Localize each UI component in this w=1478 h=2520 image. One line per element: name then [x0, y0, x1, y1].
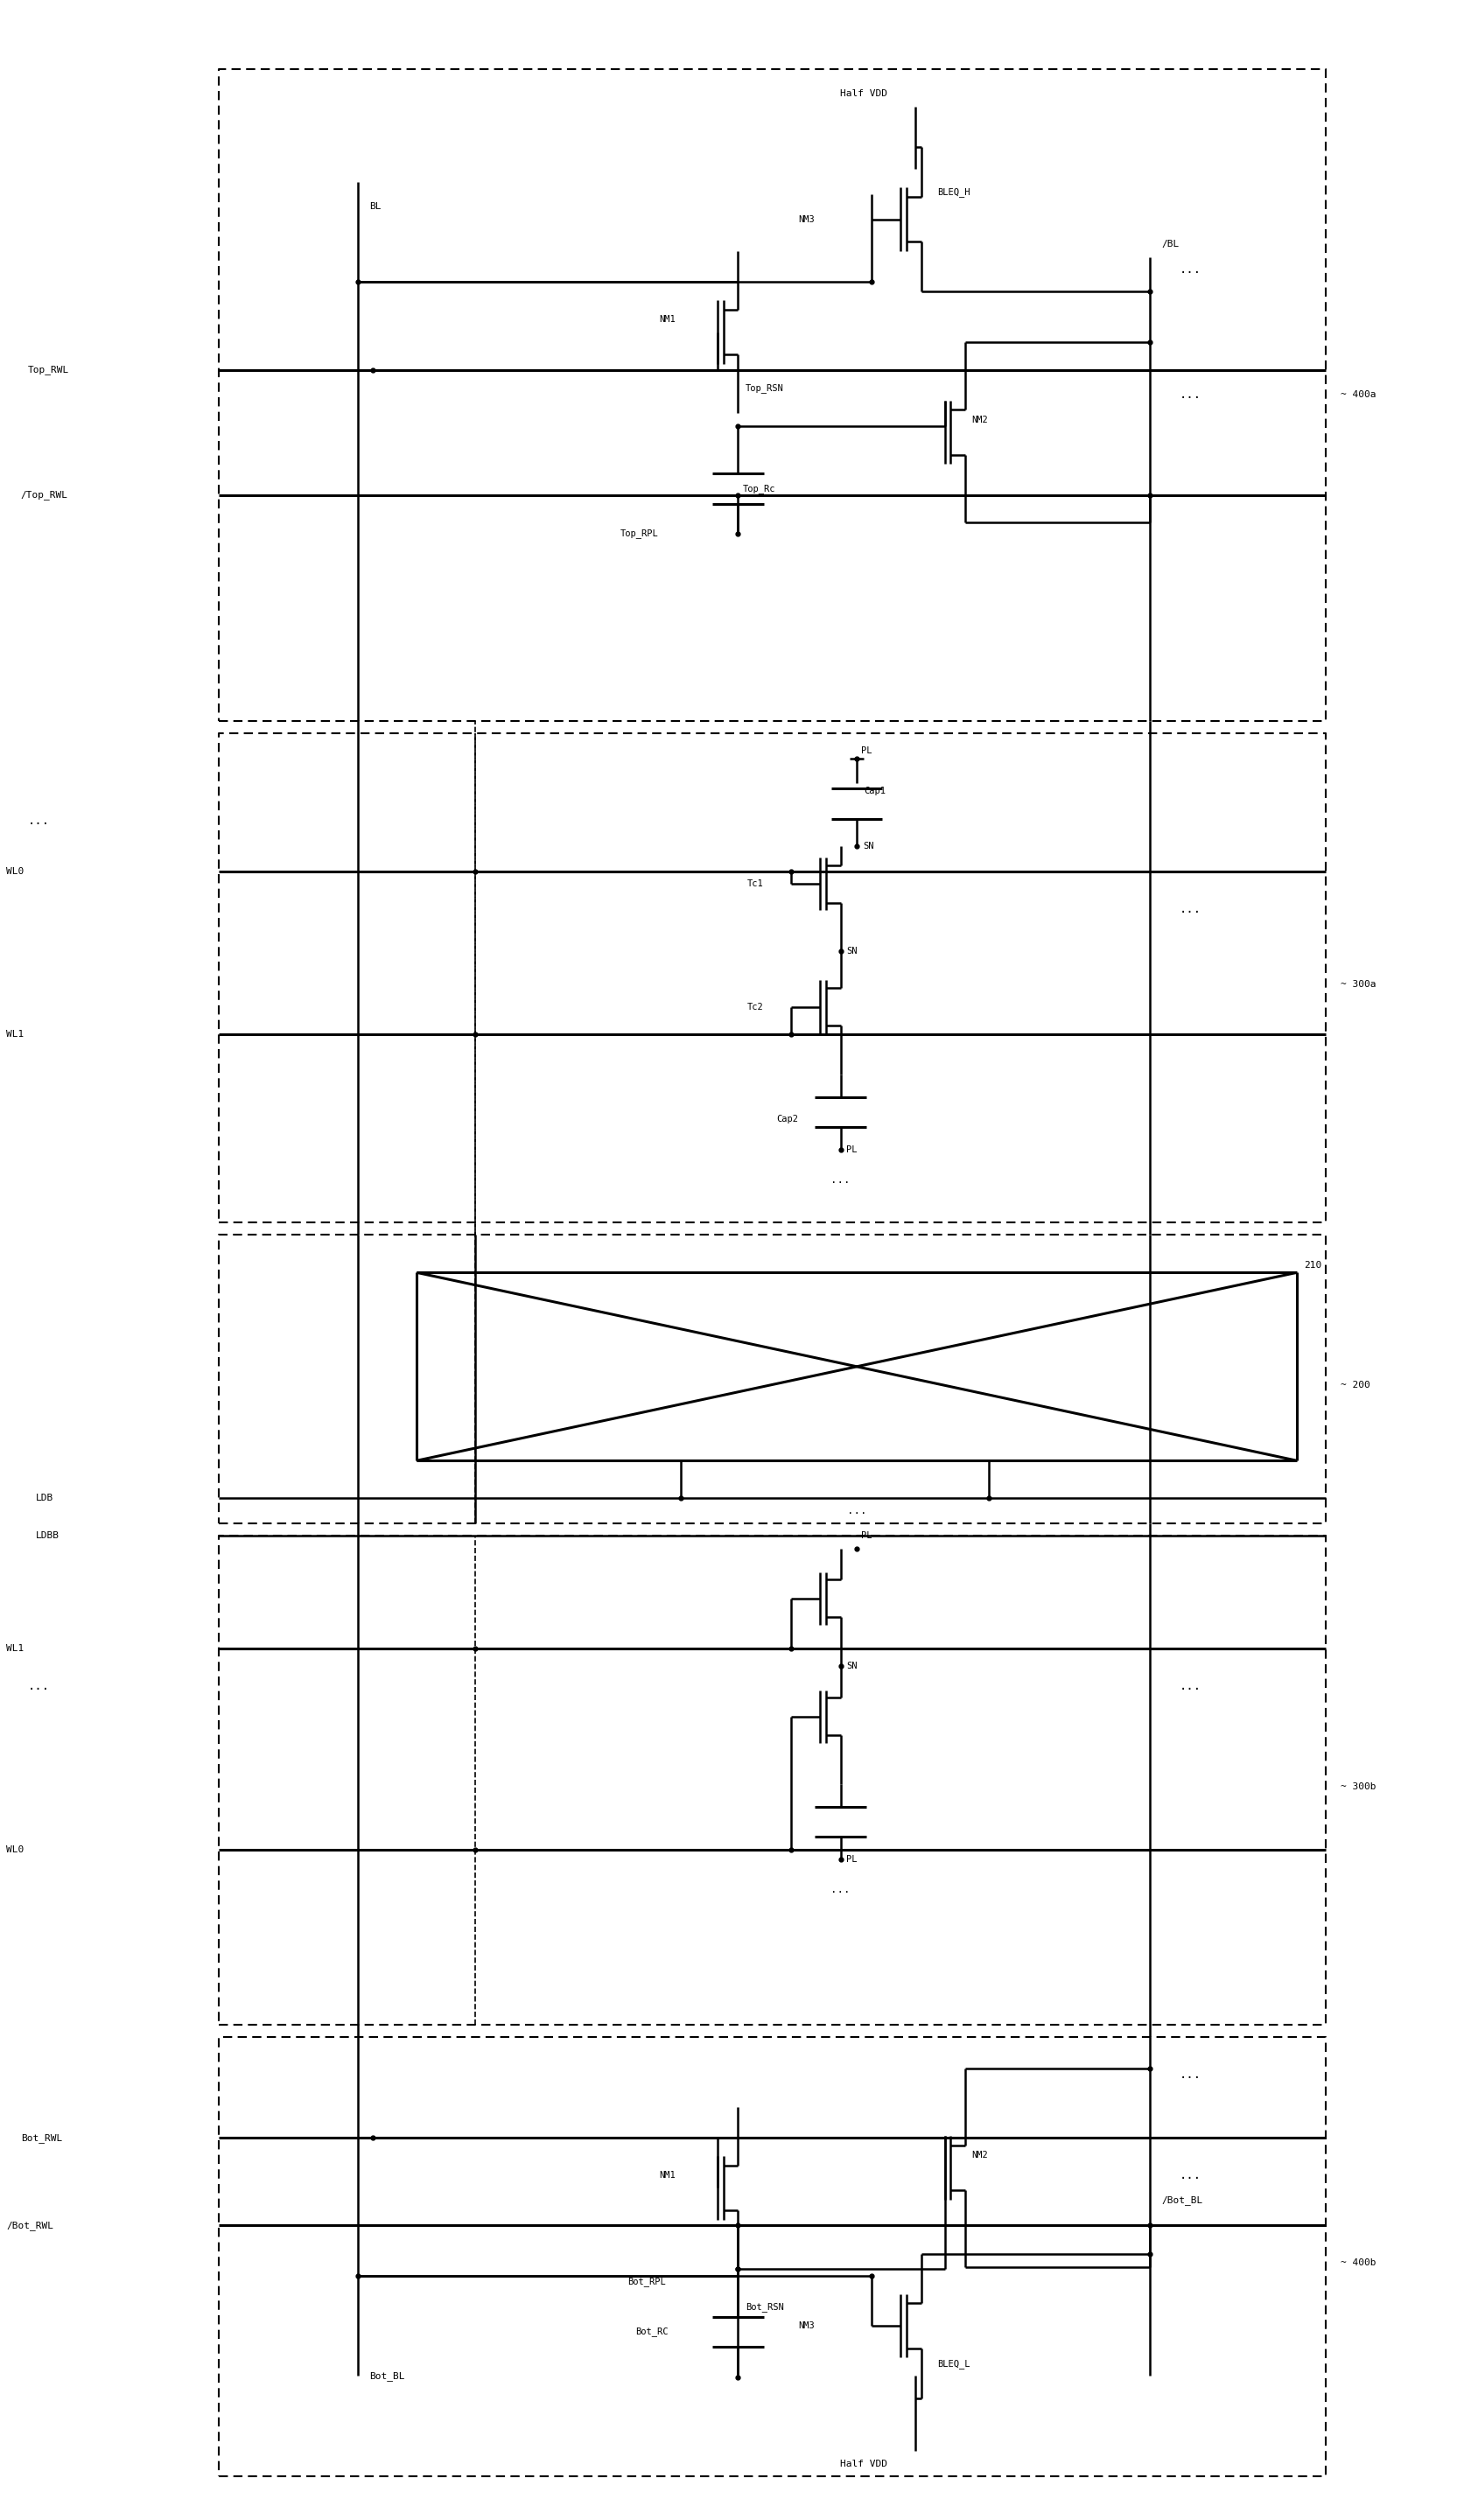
- Text: NM3: NM3: [798, 2321, 814, 2331]
- Text: Half VDD: Half VDD: [840, 2460, 887, 2467]
- Text: Top_RPL: Top_RPL: [621, 529, 659, 539]
- Text: Bot_BL: Bot_BL: [370, 2371, 405, 2381]
- Text: NM2: NM2: [971, 2152, 987, 2160]
- Text: ~ 400a: ~ 400a: [1341, 391, 1376, 398]
- Text: Top_RWL: Top_RWL: [28, 365, 69, 375]
- Text: 210: 210: [1304, 1260, 1321, 1270]
- Text: /BL: /BL: [1162, 239, 1179, 249]
- Text: Top_Rc: Top_Rc: [742, 484, 774, 494]
- Text: ...: ...: [1179, 388, 1200, 401]
- Text: BL: BL: [370, 202, 381, 212]
- Text: NM3: NM3: [798, 214, 814, 224]
- Text: ...: ...: [1179, 2170, 1200, 2182]
- Text: WL1: WL1: [6, 1031, 24, 1038]
- Text: ...: ...: [1179, 1681, 1200, 1693]
- Text: NM2: NM2: [971, 416, 987, 423]
- Text: PL: PL: [860, 746, 872, 756]
- Text: ...: ...: [1179, 2069, 1200, 2082]
- Text: Bot_RSN: Bot_RSN: [745, 2301, 783, 2311]
- Text: ~ 400b: ~ 400b: [1341, 2258, 1376, 2268]
- Text: LDBB: LDBB: [35, 1532, 59, 1540]
- Text: ...: ...: [831, 1885, 850, 1895]
- Text: Bot_RPL: Bot_RPL: [628, 2278, 667, 2286]
- Text: PL: PL: [845, 1144, 857, 1154]
- Text: Cap2: Cap2: [776, 1116, 798, 1124]
- Text: Bot_RWL: Bot_RWL: [21, 2132, 62, 2142]
- Text: PL: PL: [860, 1532, 872, 1540]
- Text: NM1: NM1: [658, 315, 675, 325]
- Text: /Top_RWL: /Top_RWL: [21, 491, 68, 499]
- Text: BLEQ_H: BLEQ_H: [937, 186, 970, 197]
- Text: WL0: WL0: [6, 867, 24, 874]
- Text: SN: SN: [862, 842, 873, 852]
- Text: ...: ...: [847, 1504, 866, 1517]
- Text: /Bot_BL: /Bot_BL: [1162, 2195, 1203, 2205]
- Text: Cap1: Cap1: [863, 786, 885, 796]
- Text: ~ 200: ~ 200: [1341, 1381, 1370, 1389]
- Text: BLEQ_L: BLEQ_L: [937, 2359, 970, 2369]
- Text: ...: ...: [1179, 262, 1200, 275]
- Text: Half VDD: Half VDD: [840, 91, 887, 98]
- Text: ...: ...: [831, 1174, 850, 1184]
- Text: NM1: NM1: [658, 2172, 675, 2180]
- Text: Tc1: Tc1: [746, 879, 763, 887]
- Text: ~ 300a: ~ 300a: [1341, 980, 1376, 988]
- Text: PL: PL: [845, 1855, 857, 1865]
- Text: SN: SN: [845, 948, 857, 955]
- Text: Top_RSN: Top_RSN: [745, 383, 783, 393]
- Text: ...: ...: [1179, 902, 1200, 915]
- Text: Tc2: Tc2: [746, 1003, 763, 1011]
- Text: LDB: LDB: [35, 1494, 53, 1502]
- Text: SN: SN: [845, 1661, 857, 1671]
- Text: ...: ...: [28, 814, 50, 827]
- Text: /Bot_RWL: /Bot_RWL: [6, 2220, 53, 2230]
- Text: WL0: WL0: [6, 1845, 24, 1855]
- Text: Bot_RC: Bot_RC: [636, 2326, 668, 2336]
- Text: WL1: WL1: [6, 1646, 24, 1653]
- Text: ...: ...: [28, 1681, 50, 1693]
- Text: ~ 300b: ~ 300b: [1341, 1782, 1376, 1792]
